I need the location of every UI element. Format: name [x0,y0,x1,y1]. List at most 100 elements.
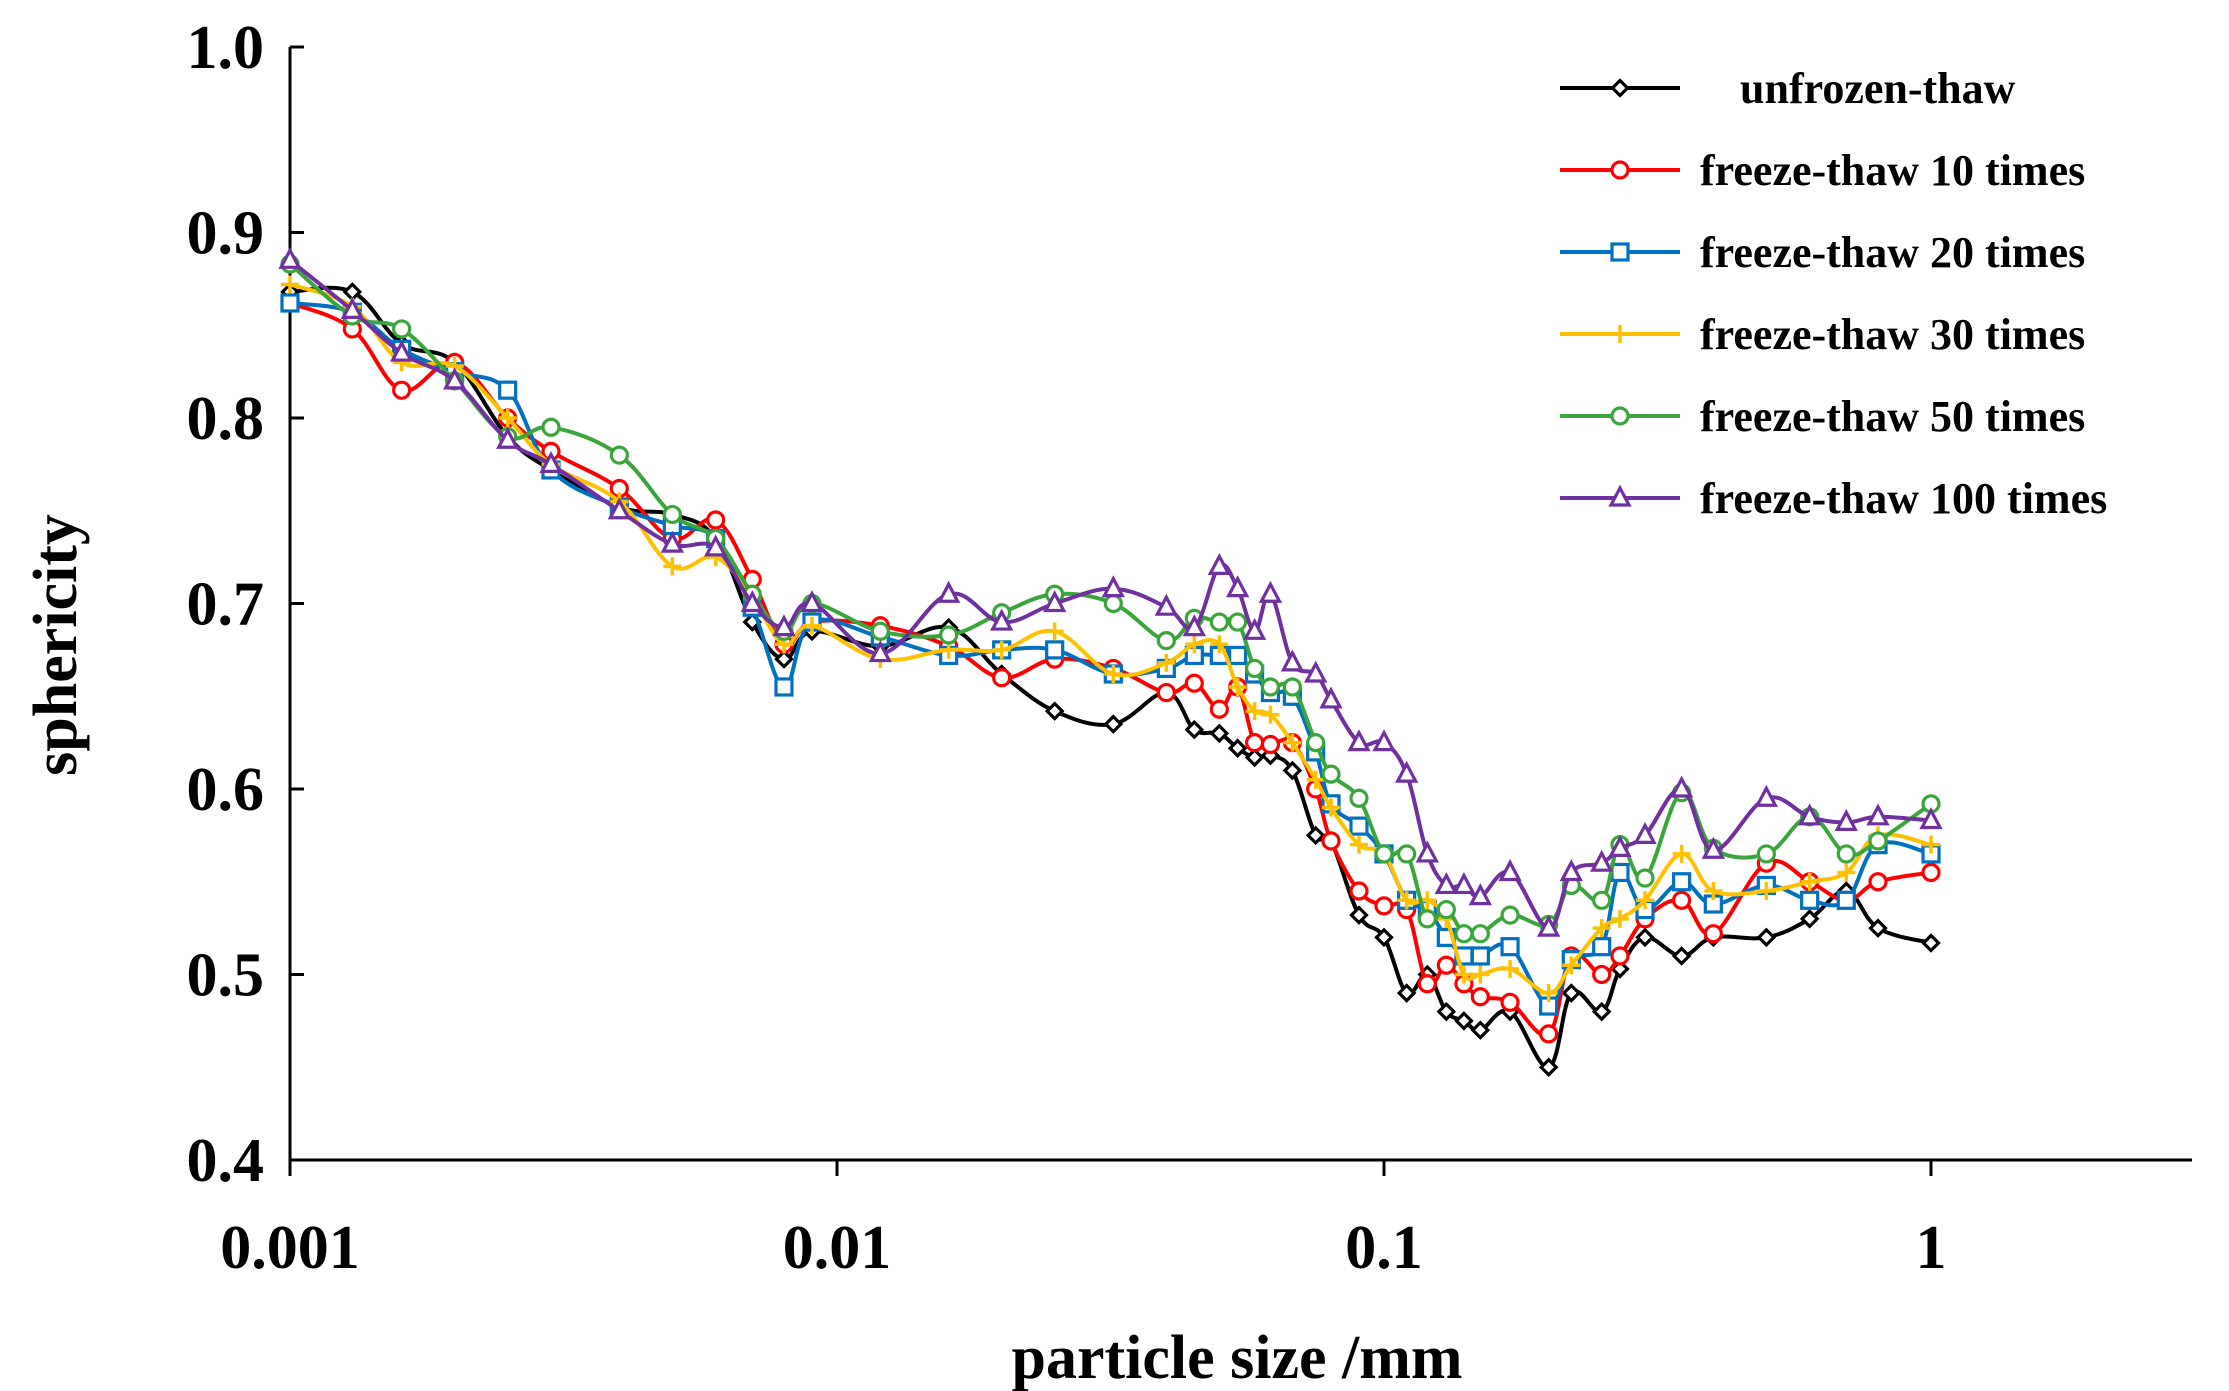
data-point-triangle [1242,617,1267,640]
data-point-circle [706,510,726,530]
data-point-plus [1501,959,1520,978]
data-point-diamond [1591,1001,1612,1022]
y-tick-label: 0.5 [187,942,265,1010]
data-point-circle [1321,831,1341,851]
data-point-plus [1397,891,1416,910]
data-point-square [1836,890,1856,910]
data-point-plus [1306,770,1325,789]
data-point-triangle [1182,614,1206,637]
legend-entry: freeze-thaw 100 times [1560,474,2107,523]
data-point-triangle [1669,775,1694,798]
legend-entry: freeze-thaw 20 times [1560,228,2085,277]
data-point-plus [1104,664,1123,683]
data-point-diamond [1868,918,1888,938]
data-point-square [1610,242,1630,262]
data-point-diamond [1610,78,1630,98]
data-point-circle [1470,987,1490,1007]
data-point-circle [1470,924,1490,944]
series-freeze-thaw-100-times [278,246,1943,937]
data-point-triangle [772,614,796,637]
data-point-circle [1156,630,1176,651]
data-point-plus [1471,965,1490,984]
data-point-triangle [800,590,824,613]
data-point-triangle [1207,552,1232,576]
data-point-circle [392,319,412,339]
data-point-circle [1436,955,1456,975]
data-point-circle [1349,881,1369,901]
data-point-diamond [1561,983,1582,1003]
data-point-triangle [1304,660,1328,683]
data-point-circle [1454,924,1474,944]
data-point-square [1610,862,1630,883]
data-point-plus [1922,835,1941,854]
legend: unfrozen-thaw freeze-thaw 10 times freeze-… [1560,64,2107,523]
data-point-plus [498,409,517,427]
data-point-diamond [1282,760,1303,781]
data-point-circle [1374,896,1394,916]
data-point-circle [1306,733,1326,753]
data-point-diamond [1799,909,1820,929]
data-point-plus [1228,677,1247,696]
data-point-plus [1045,622,1064,641]
x-tick-label: 0.1 [1345,1214,1423,1282]
data-point-circle [1374,844,1394,864]
data-point-plus [1592,919,1611,938]
legend-entry: freeze-thaw 50 times [1560,392,2085,441]
x-tick-label: 0.001 [220,1214,360,1282]
data-point-circle [870,621,890,641]
data-point-circle [1610,406,1630,426]
y-tick-label: 1.0 [187,14,265,82]
y-tick-label: 0.8 [187,385,265,453]
data-point-square [1672,872,1692,892]
data-point-circle [1209,699,1229,719]
data-point-circle [1228,612,1248,632]
data-point-plus [1349,835,1368,854]
data-point-plus [281,275,299,294]
data-point-plus [1837,863,1856,882]
data-point-triangle [1498,859,1522,882]
data-point-circle [1417,909,1437,929]
data-point-triangle [703,534,728,557]
data-point-plus [1210,635,1229,654]
data-point-circle [1245,733,1265,753]
data-point-triangle [389,339,414,362]
legend-entry: unfrozen-thaw [1560,64,2016,113]
data-point-circle [1209,612,1229,632]
data-point-triangle [1452,872,1476,895]
legend-label: freeze-thaw 100 times [1700,474,2107,523]
data-point-triangle [607,497,631,520]
data-point-circle [1349,788,1369,808]
data-point-triangle [1280,649,1305,672]
data-point-circle [1592,964,1612,985]
data-point-diamond [774,649,794,669]
data-point-plus [1704,882,1723,901]
data-point-diamond [1756,927,1777,948]
data-point-plus [1157,653,1176,672]
data-point-plus [992,640,1011,659]
data-point-square [1800,890,1820,910]
data-point-triangle [660,530,684,553]
legend-label: freeze-thaw 20 times [1700,228,2085,277]
data-point-plus [1610,909,1629,928]
data-point-triangle [1537,914,1561,937]
data-point-square [1228,645,1248,666]
x-tick-label: 0.01 [783,1214,892,1282]
x-tick-label: 1 [1916,1214,1947,1282]
data-point-circle [1103,593,1123,614]
data-point-triangle [1919,807,1943,830]
data-point-circle [1260,677,1281,697]
legend-label: freeze-thaw 30 times [1700,310,2085,359]
data-point-triangle [740,590,764,613]
data-point-triangle [1319,686,1343,709]
data-point-circle [609,445,629,465]
data-point-diamond [1470,1020,1491,1040]
data-point-circle [1282,677,1302,697]
data-point-diamond [1374,927,1394,948]
data-point-plus [1562,956,1581,975]
data-point-triangle [1798,803,1822,826]
series-freeze-thaw-50-times [280,254,1941,944]
data-point-triangle [1154,593,1178,616]
data-point-circle [1868,831,1888,851]
legend-label: unfrozen-thaw [1740,64,2016,113]
